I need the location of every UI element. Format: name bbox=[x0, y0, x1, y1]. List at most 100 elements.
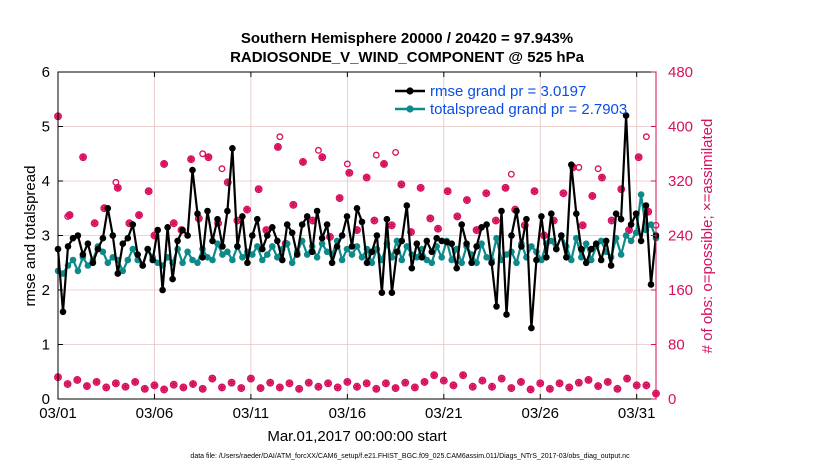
totalspread-point bbox=[483, 253, 490, 261]
obs-assimilated-marker bbox=[555, 379, 564, 387]
obs-assimilated-marker bbox=[459, 371, 467, 379]
x-tick-label: 03/26 bbox=[521, 405, 559, 422]
obs-assimilated-marker bbox=[584, 376, 593, 384]
obs-assimilated-marker bbox=[247, 374, 255, 383]
obs-assimilated-marker bbox=[380, 160, 388, 168]
left-y-axis-ticks: 0 1 2 3 4 5 6 bbox=[42, 64, 63, 408]
obs-assimilated-marker bbox=[150, 381, 159, 389]
rmse-point bbox=[568, 161, 575, 168]
rmse-point bbox=[528, 324, 535, 332]
obs-assimilated-marker bbox=[160, 385, 168, 394]
obs-assimilated-marker bbox=[324, 379, 332, 387]
obs-assimilated-marker bbox=[498, 374, 506, 383]
rmse-point bbox=[428, 248, 436, 256]
totalspread-point bbox=[493, 234, 500, 242]
rmse-point bbox=[274, 237, 281, 245]
rmse-point bbox=[433, 234, 441, 242]
rmse-point bbox=[632, 210, 640, 217]
totalspread-point bbox=[338, 256, 346, 264]
rmse-point bbox=[139, 262, 146, 269]
obs-assimilated-marker bbox=[305, 379, 313, 387]
obs-assimilated-marker bbox=[266, 379, 274, 387]
totalspread-point bbox=[288, 259, 296, 267]
rmse-series bbox=[54, 112, 660, 332]
right-y-tick-label: 240 bbox=[668, 228, 693, 245]
rmse-point bbox=[483, 221, 490, 228]
totalspread-point bbox=[343, 245, 351, 253]
obs-assimilated-marker bbox=[608, 216, 616, 225]
obs-assimilated-marker bbox=[343, 378, 351, 386]
totalspread-point bbox=[513, 259, 520, 267]
rmse-point bbox=[279, 256, 286, 264]
rmse-point bbox=[259, 245, 266, 253]
totalspread-point bbox=[189, 256, 196, 264]
rmse-point bbox=[463, 240, 470, 247]
rmse-point bbox=[323, 221, 331, 228]
obs-assimilated-marker bbox=[546, 385, 554, 393]
obs-assimilated-marker bbox=[469, 383, 477, 391]
obs-assimilated-marker bbox=[642, 381, 650, 389]
legend-rmse-label: rmse grand pr = 3.0197 bbox=[430, 83, 586, 100]
totalspread-point bbox=[627, 237, 635, 245]
rmse-point bbox=[418, 253, 426, 261]
rmse-point bbox=[74, 232, 82, 239]
obs-assimilated-marker bbox=[613, 385, 622, 393]
obs-assimilated-marker bbox=[274, 143, 282, 151]
obs-assimilated-marker bbox=[492, 216, 500, 225]
rmse-point bbox=[109, 232, 117, 239]
x-tick-label: 03/01 bbox=[39, 405, 77, 422]
totalspread-point bbox=[473, 259, 480, 267]
obs-assimilated-marker bbox=[92, 378, 101, 386]
obs-assimilated-marker bbox=[633, 381, 641, 389]
rmse-point bbox=[627, 221, 635, 228]
rmse-point bbox=[647, 281, 655, 288]
x-tick-label: 03/31 bbox=[618, 405, 656, 422]
obs-assimilated-marker bbox=[208, 374, 216, 383]
obs-possible-marker bbox=[276, 133, 284, 141]
obs-assimilated-marker bbox=[579, 221, 587, 229]
totalspread-point bbox=[303, 251, 311, 258]
left-y-tick-label: 6 bbox=[42, 64, 50, 81]
rmse-point bbox=[543, 253, 550, 261]
rmse-point bbox=[582, 259, 590, 267]
rmse-point bbox=[159, 286, 166, 294]
x-tick-label: 03/16 bbox=[329, 405, 367, 422]
obs-assimilated-marker bbox=[91, 219, 99, 227]
rmse-point bbox=[59, 308, 67, 316]
rmse-line bbox=[56, 114, 658, 330]
rmse-point bbox=[503, 311, 510, 318]
right-y-axis-label: # of obs: o=possible; ×=assimilated bbox=[699, 119, 716, 354]
obs-assimilated-marker bbox=[526, 385, 535, 394]
totalspread-point bbox=[119, 267, 127, 275]
obs-assimilated-marker bbox=[243, 206, 251, 214]
x-axis-label: Mar.01,2017 00:00:00 start bbox=[267, 428, 447, 445]
rmse-point bbox=[488, 259, 495, 267]
totalspread-point bbox=[69, 256, 77, 264]
rmse-point bbox=[134, 251, 141, 258]
rmse-point bbox=[563, 253, 570, 261]
totalspread-point bbox=[104, 259, 112, 267]
totalspread-point bbox=[458, 259, 466, 267]
totalspread-point bbox=[423, 256, 431, 264]
rmse-point bbox=[239, 213, 246, 220]
obs-assimilated-marker bbox=[530, 187, 539, 195]
totalspread-point bbox=[219, 251, 226, 258]
rmse-point bbox=[209, 237, 216, 245]
rmse-point bbox=[144, 245, 151, 253]
totalspread-point bbox=[348, 251, 356, 258]
totalspread-point bbox=[249, 251, 256, 258]
totalspread-point bbox=[318, 240, 326, 247]
totalspread-point bbox=[229, 256, 236, 264]
totalspread-point bbox=[548, 237, 555, 245]
obs-possible-marker bbox=[314, 146, 322, 154]
totalspread-point bbox=[253, 243, 261, 250]
obs-assimilated-marker bbox=[64, 380, 72, 388]
left-y-tick-label: 4 bbox=[42, 173, 50, 190]
obs-assimilated-marker bbox=[507, 384, 515, 392]
totalspread-point bbox=[74, 267, 82, 275]
rmse-point bbox=[308, 248, 316, 256]
obs-assimilated-marker bbox=[559, 189, 568, 197]
rmse-point bbox=[548, 210, 555, 217]
rmse-point bbox=[154, 226, 161, 234]
obs-assimilated-marker bbox=[588, 192, 596, 200]
